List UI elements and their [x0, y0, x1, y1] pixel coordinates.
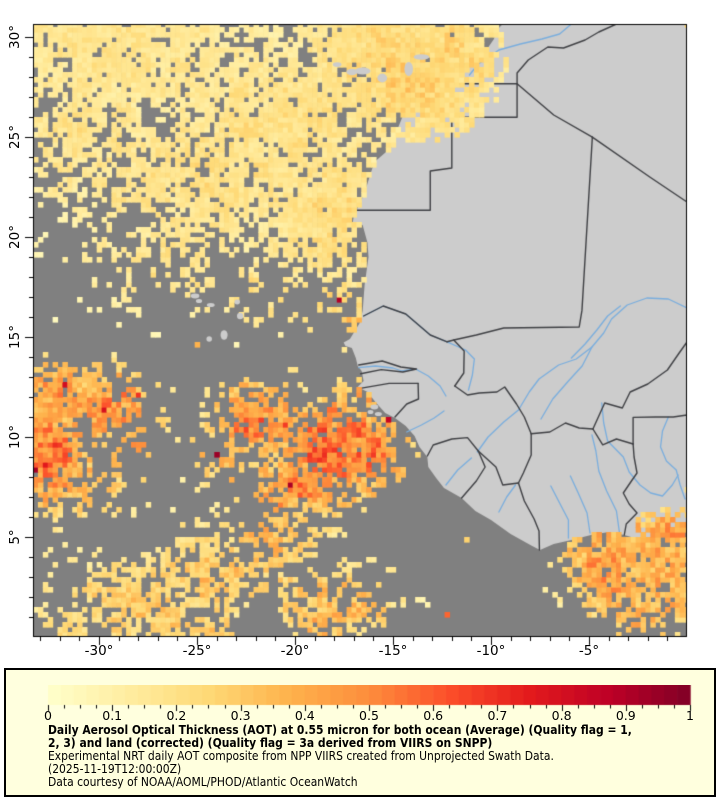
x-tick-label: -25° [182, 643, 212, 659]
colorbar-tick-label: 0.3 [230, 708, 251, 723]
x-tick-label: -30° [84, 643, 114, 659]
aot-map-canvas [15, 14, 705, 664]
caption: Daily Aerosol Optical Thickness (AOT) at… [48, 724, 632, 789]
y-tick-label: 10° [7, 425, 23, 449]
colorbar [45, 685, 693, 719]
x-tick-label: -15° [378, 643, 408, 659]
x-tick-label: -10° [476, 643, 506, 659]
colorbar-tick-label: 0.8 [551, 708, 572, 723]
x-tick-label: -5° [578, 643, 600, 659]
x-tick-label: -20° [280, 643, 310, 659]
colorbar-tick-label: 0.6 [423, 708, 444, 723]
y-tick-label: 25° [7, 125, 23, 149]
colorbar-tick-label: 0.9 [615, 708, 636, 723]
colorbar-tick-label: 0.1 [102, 708, 123, 723]
colorbar-tick-label: 0 [44, 708, 52, 723]
caption-title-line1: Daily Aerosol Optical Thickness (AOT) at… [48, 723, 632, 737]
caption-title-line2: 2, 3) and land (corrected) (Quality flag… [48, 735, 493, 750]
colorbar-tick-label: 1 [686, 708, 694, 723]
legend-panel: 0 0.1 0.2 0.3 0.4 0.5 0.6 0.7 0.8 0.9 1 Daily Aero… [4, 668, 716, 797]
y-tick-label: 5° [7, 529, 23, 545]
colorbar-tick-label: 0.7 [487, 708, 508, 723]
y-tick-label: 15° [7, 325, 23, 349]
caption-line4: (2025-11-19T12:00:00Z) [48, 761, 182, 776]
colorbar-tick-label: 0.5 [359, 708, 379, 723]
colorbar-tick-label: 0.2 [166, 708, 187, 723]
caption-line5: Data courtesy of NOAA/AOML/PHOD/Atlantic… [48, 774, 358, 789]
y-tick-label: 30° [7, 25, 23, 49]
caption-line3: Experimental NRT daily AOT composite fro… [48, 748, 554, 763]
colorbar-tick-label: 0.4 [294, 708, 315, 723]
y-tick-label: 20° [7, 225, 23, 249]
